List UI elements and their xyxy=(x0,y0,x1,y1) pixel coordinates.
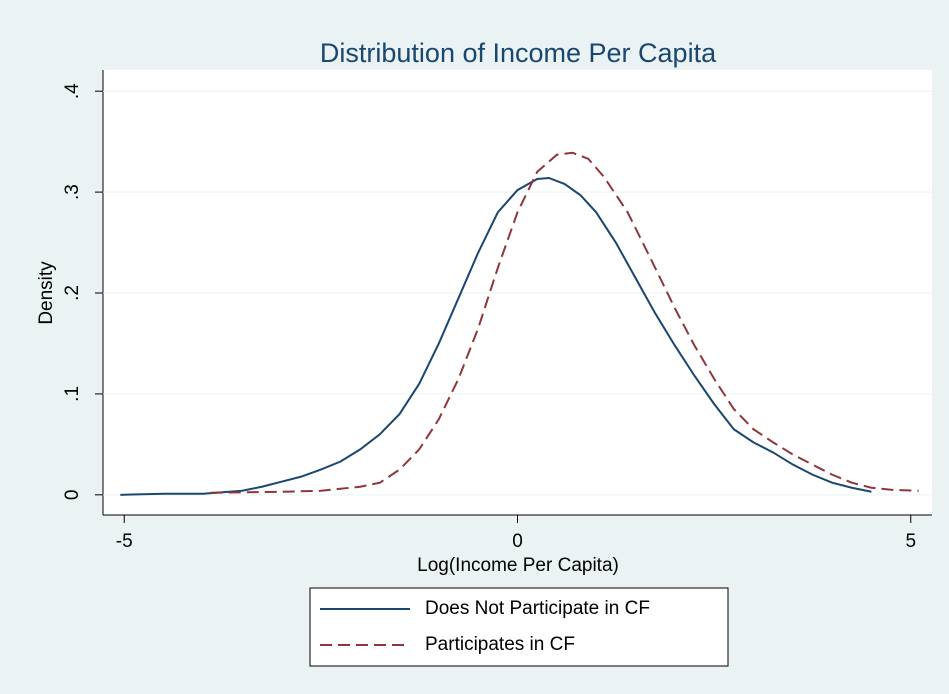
y-axis-label: Density xyxy=(36,261,57,325)
plot-area xyxy=(103,70,932,515)
y-tick-label: .2 xyxy=(62,285,83,301)
chart-title: Distribution of Income Per Capita xyxy=(320,38,717,68)
legend-label: Participates in CF xyxy=(425,634,575,655)
x-tick-label: 5 xyxy=(905,531,916,552)
y-tick-label: .1 xyxy=(62,386,83,402)
x-axis-label: Log(Income Per Capita) xyxy=(417,555,619,576)
legend xyxy=(309,587,729,667)
legend-label: Does Not Participate in CF xyxy=(425,598,650,619)
series-line xyxy=(120,176,872,496)
x-tick-label: 0 xyxy=(512,531,523,552)
y-tick-label: .4 xyxy=(62,83,83,99)
y-tick-label: .3 xyxy=(62,184,83,200)
series-line xyxy=(210,151,919,494)
y-tick-label: 0 xyxy=(62,490,83,501)
x-tick-label: -5 xyxy=(116,531,133,552)
